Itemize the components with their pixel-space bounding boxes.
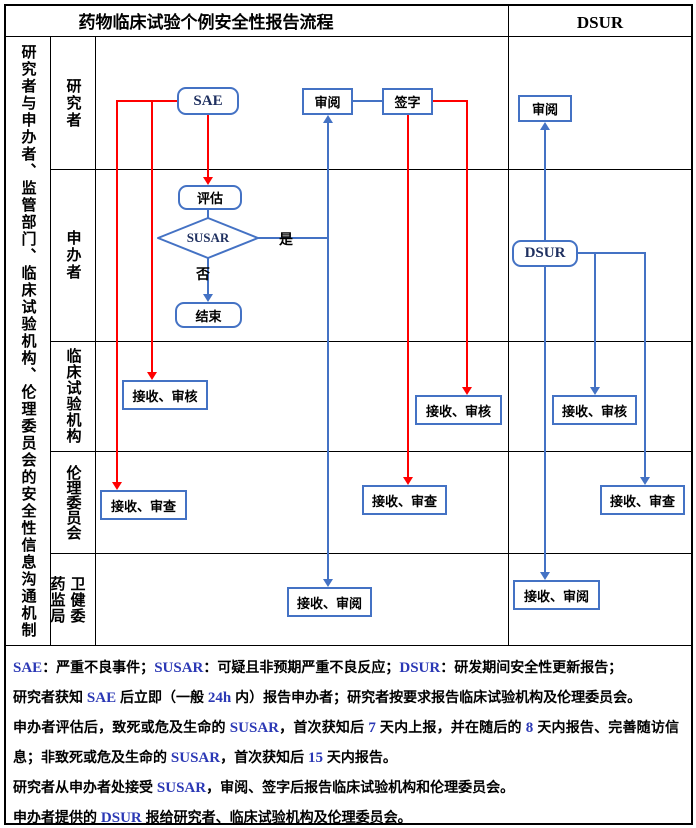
arrowhead-end	[203, 294, 213, 302]
grid-row-divider-1	[50, 169, 692, 170]
connector-dsur-right	[578, 252, 646, 254]
footnote-definitions: SAE：严重不良事件；SUSAR：可疑且非预期严重不良反应；DSUR：研发期间安…	[13, 659, 623, 676]
node-end: 结束	[175, 302, 242, 328]
connector-sae-left	[117, 100, 178, 102]
node-susar-label: SUSAR	[186, 230, 230, 245]
branch-label-yes: 是	[279, 231, 293, 247]
footnote-investigator-report: 研究者获知 SAE 后立即（一般 24h 内）报告申办者；研究者按要求报告临床试…	[13, 689, 642, 706]
footnote-dsur-distribution: 申办者提供的 DSUR 报给研究者、临床试验机构及伦理委员会。	[13, 809, 412, 826]
node-receive-read-admin-mid: 接收、审阅	[287, 587, 372, 617]
connector-sae-to-evaluate	[207, 115, 209, 177]
connector-evaluate-to-susar	[207, 210, 209, 218]
node-receive-review-ethics-mid: 接收、审查	[362, 485, 447, 515]
connector-review-to-sign	[353, 100, 382, 102]
node-susar-decision: SUSAR	[156, 216, 260, 260]
node-review-top: 审阅	[302, 88, 353, 115]
connector-susar-no	[207, 258, 209, 294]
grid-row-divider-2	[50, 341, 692, 342]
footnotes-block: SAE：严重不良事件；SUSAR：可疑且非预期严重不良反应；DSUR：研发期间安…	[6, 646, 686, 826]
diamond-shape	[157, 217, 259, 259]
arrowhead-ethics-mid	[403, 477, 413, 485]
connector-dsur-to-review	[544, 130, 546, 240]
branch-label-no: 否	[196, 266, 210, 282]
node-receive-check-institution-mid: 接收、审核	[415, 395, 502, 425]
row-label-drug-administration: 药监局	[48, 576, 66, 624]
arrowhead-evaluate	[203, 177, 213, 185]
arrowhead-review-top	[323, 115, 333, 123]
footnote-investigator-susar: 研究者从申办者处接受 SUSAR，审阅、签字后报告临床试验机构和伦理委员会。	[13, 779, 515, 796]
arrowhead-institution-mid	[462, 387, 472, 395]
arrowhead-admin-mid	[323, 579, 333, 587]
grid-row-divider-4	[50, 553, 692, 554]
grid-row-divider-3	[50, 451, 692, 452]
row-label-institution: 临床试验机构	[64, 348, 82, 444]
left-axis-label: 研究者与申办者、监管部门、临床试验机构、伦理委员会的安全性信息沟通机制	[19, 43, 37, 639]
grid-footer-top	[6, 645, 692, 646]
row-label-health-commission: 卫健委	[68, 576, 86, 624]
grid-col-left-label	[50, 36, 51, 645]
grid-col-dsur	[508, 6, 509, 645]
node-receive-review-ethics-left: 接收、审查	[100, 490, 187, 520]
arrowhead-institution-left	[147, 372, 157, 380]
arrowhead-ethics-dsur	[640, 477, 650, 485]
connector-sae-to-institution-left	[151, 100, 153, 372]
connector-sign-to-institution-mid	[466, 100, 468, 387]
grid-header-bottom	[6, 36, 692, 37]
connector-susar-yes	[258, 237, 328, 239]
node-dsur-review: 审阅	[518, 95, 572, 122]
connector-dsur-to-admin	[544, 267, 546, 572]
arrowhead-admin-dsur	[540, 572, 550, 580]
node-sae: SAE	[177, 87, 239, 115]
connector-sae-to-ethics-left	[116, 100, 118, 482]
connector-dsur-to-institution	[594, 252, 596, 387]
connector-sign-right	[433, 100, 468, 102]
arrowhead-dsur-review	[540, 122, 550, 130]
node-receive-check-institution-left: 接收、审核	[122, 380, 208, 410]
node-receive-check-institution-dsur: 接收、审核	[552, 395, 637, 425]
node-evaluate: 评估	[178, 185, 242, 210]
connector-dsur-to-ethics	[644, 252, 646, 477]
connector-sign-to-ethics-mid	[407, 115, 409, 477]
node-sign: 签字	[382, 88, 433, 115]
node-dsur: DSUR	[512, 240, 578, 267]
footnote-sponsor-timeline: 申办者评估后，致死或危及生命的 SUSAR，首次获知后 7 天内上报，并在随后的…	[13, 719, 680, 766]
row-label-ethics-committee: 伦理委员会	[64, 464, 82, 540]
node-receive-review-ethics-dsur: 接收、审查	[600, 485, 685, 515]
arrowhead-ethics-left	[112, 482, 122, 490]
grid-col-row-label	[95, 36, 96, 645]
connector-yes-branch-vertical	[327, 122, 329, 579]
dsur-column-title: DSUR	[576, 13, 624, 32]
node-receive-read-admin-dsur: 接收、审阅	[513, 580, 600, 610]
arrowhead-institution-dsur	[590, 387, 600, 395]
table-outer-border	[4, 4, 693, 825]
row-label-sponsor: 申办者	[64, 229, 82, 281]
row-label-investigator: 研究者	[64, 77, 82, 129]
page-title: 药物临床试验个例安全性报告流程	[78, 13, 334, 32]
